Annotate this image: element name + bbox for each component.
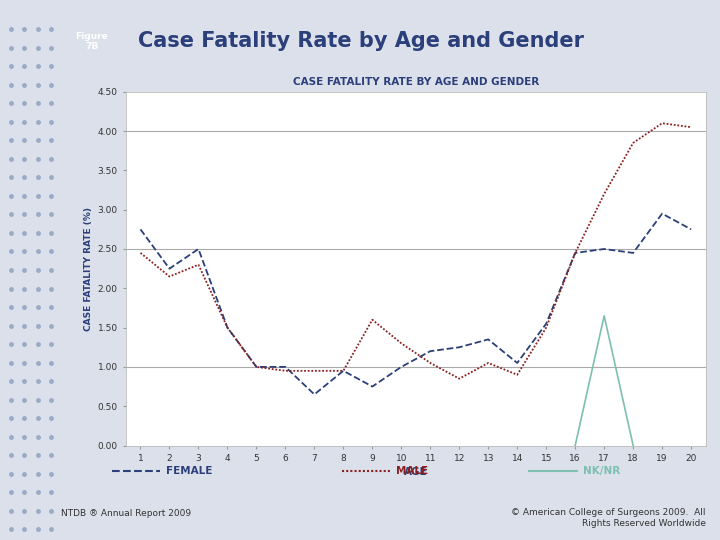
- Y-axis label: CASE FATALITY RATE (%): CASE FATALITY RATE (%): [84, 207, 94, 330]
- Text: Case Fatality Rate by Age and Gender: Case Fatality Rate by Age and Gender: [138, 31, 584, 51]
- Text: FEMALE: FEMALE: [166, 466, 212, 476]
- Text: NK/NR: NK/NR: [583, 466, 621, 476]
- Text: © American College of Surgeons 2009.  All
Rights Reserved Worldwide: © American College of Surgeons 2009. All…: [511, 509, 706, 528]
- X-axis label: AGE: AGE: [404, 467, 428, 477]
- Text: MALE: MALE: [396, 466, 428, 476]
- Title: CASE FATALITY RATE BY AGE AND GENDER: CASE FATALITY RATE BY AGE AND GENDER: [292, 77, 539, 87]
- Text: Figure
7B: Figure 7B: [76, 32, 108, 51]
- Text: NTDB ® Annual Report 2009: NTDB ® Annual Report 2009: [61, 509, 192, 518]
